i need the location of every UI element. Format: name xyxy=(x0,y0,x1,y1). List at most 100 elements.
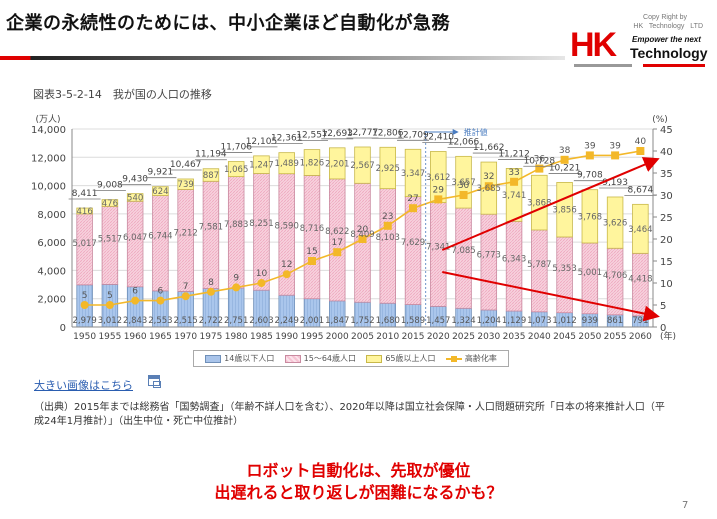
bar-segment-working-age xyxy=(227,176,245,289)
bar-segment-elderly xyxy=(379,146,396,190)
data-label-children: 2,603 xyxy=(249,316,273,326)
x-tick-label: 2030 xyxy=(477,332,500,342)
data-label-aging-rate: 39 xyxy=(584,141,596,151)
data-label-total: 9,921 xyxy=(148,168,174,178)
bar-segment-working-age xyxy=(101,205,119,285)
bar-segment-working-age xyxy=(303,175,321,300)
aging-rate-point xyxy=(585,151,594,160)
new-window-icon[interactable] xyxy=(148,375,161,388)
data-label-total: 11,212 xyxy=(498,149,530,159)
x-tick-label: 2000 xyxy=(326,332,349,342)
projection-label: 推計値 xyxy=(464,127,488,137)
data-label-aging-rate: 32 xyxy=(483,172,494,182)
bar-segment-elderly xyxy=(632,203,649,254)
data-label-elderly: 887 xyxy=(203,171,219,181)
aging-rate-point xyxy=(131,296,140,305)
large-image-link[interactable]: 大きい画像はこちら xyxy=(34,379,133,392)
bar-segment-working-age xyxy=(152,195,169,292)
data-label-working-age: 7,883 xyxy=(224,220,248,230)
data-label-aging-rate: 36 xyxy=(534,155,546,165)
data-label-working-age: 5,517 xyxy=(98,234,122,244)
data-label-aging-rate: 17 xyxy=(332,238,343,248)
callout-line-1: ロボット自動化は、先取が優位 xyxy=(246,461,471,480)
figure-title: 図表3-5-2-14 我が国の人口の推移 xyxy=(33,88,212,101)
data-label-total: 9,193 xyxy=(602,178,628,188)
aging-rate-point xyxy=(510,177,519,186)
data-label-aging-rate: 12 xyxy=(281,260,292,270)
x-tick-label: 2025 xyxy=(452,332,475,342)
legend-item-working-age: 15～64歳人口 xyxy=(284,353,357,364)
data-label-total: 11,662 xyxy=(473,143,505,153)
data-label-children: 1,073 xyxy=(527,316,551,326)
x-tick-label: 1995 xyxy=(301,332,324,342)
data-label-working-age: 8,622 xyxy=(325,227,349,237)
data-label-total: 11,194 xyxy=(195,150,227,160)
legend-line-marker-icon xyxy=(445,355,462,363)
y2-tick-label: 0 xyxy=(660,323,666,334)
bar-segment-elderly xyxy=(253,155,270,174)
bar-segment-working-age xyxy=(379,188,396,304)
bar-segment-working-age xyxy=(531,229,548,313)
x-tick-label: 1955 xyxy=(98,332,121,342)
legend-label-aging-rate: 高齢化率 xyxy=(464,354,497,363)
data-label-aging-rate: 29 xyxy=(433,185,445,195)
legend-swatch-elderly xyxy=(366,354,383,363)
annotation-arrow-declining xyxy=(442,271,660,322)
logo-brand-word: Technology xyxy=(630,45,708,61)
bar-segment-elderly xyxy=(177,178,194,190)
bar-segment-working-age xyxy=(606,247,624,316)
company-logo: Copy Right by HK Technology LTD HK Empow… xyxy=(570,10,715,67)
data-label-children: 3,012 xyxy=(98,316,122,326)
data-label-elderly: 1,065 xyxy=(224,165,248,175)
y2-tick-label: 40 xyxy=(660,147,673,158)
callout-line-2: 出遅れると取り返しが困難になるかも？ xyxy=(214,483,503,502)
data-label-aging-rate: 10 xyxy=(256,269,268,279)
data-label-total: 12,361 xyxy=(271,134,303,144)
data-labels: 2,979 5,017 416 8,411 3,012 5,517 476 9,008 2,84… xyxy=(68,128,657,326)
data-label-children: 1,589 xyxy=(401,316,425,326)
data-label-children: 2,249 xyxy=(275,316,299,326)
data-label-children: 2,515 xyxy=(174,316,198,326)
bar-segment-working-age xyxy=(177,189,194,292)
data-label-total: 12,806 xyxy=(372,128,404,138)
aging-rate-point xyxy=(611,151,620,160)
x-tick-label: 1985 xyxy=(250,332,273,342)
data-label-total: 10,728 xyxy=(524,156,556,166)
aging-rate-point xyxy=(484,182,493,191)
data-label-elderly: 3,347 xyxy=(401,169,425,179)
data-label-working-age: 8,103 xyxy=(376,233,400,243)
bar-segment-elderly xyxy=(152,186,169,196)
data-label-working-age: 5,001 xyxy=(578,268,602,278)
bar-segment-elderly xyxy=(101,199,119,207)
legend-label-working-age: 15～64歳人口 xyxy=(303,354,357,363)
aging-rate-point xyxy=(383,221,392,230)
y2-tick-label: 10 xyxy=(660,279,673,290)
aging-rate-point xyxy=(636,147,645,155)
data-label-children: 2,001 xyxy=(300,316,324,326)
data-label-working-age: 8,251 xyxy=(249,219,273,229)
data-label-children: 2,553 xyxy=(148,316,172,326)
data-label-total: 9,008 xyxy=(97,181,123,191)
data-label-elderly: 416 xyxy=(77,207,93,217)
y2-tick-label: 5 xyxy=(660,301,666,312)
bar-segment-elderly xyxy=(278,152,295,175)
copyright-line-2: HK Technology LTD xyxy=(633,23,703,30)
aging-rate-point xyxy=(156,296,165,305)
data-label-children: 939 xyxy=(582,316,598,326)
data-label-working-age: 8,409 xyxy=(350,230,374,240)
data-label-working-age: 6,047 xyxy=(123,233,147,243)
data-label-elderly: 3,685 xyxy=(477,184,501,194)
aging-rate-point xyxy=(307,257,316,265)
bar-segment-elderly xyxy=(303,149,321,176)
aging-rate-point xyxy=(206,287,215,296)
x-tick-label: 2035 xyxy=(503,332,526,342)
x-tick-label: 1990 xyxy=(275,332,298,342)
aging-rate-point xyxy=(181,292,190,301)
legend-swatch-working-age xyxy=(284,354,301,363)
x-tick-label: 1965 xyxy=(149,332,172,342)
annotation-arrow-rising xyxy=(441,157,660,251)
data-label-children: 1,457 xyxy=(426,316,450,326)
aging-rate-point xyxy=(333,248,342,257)
y2-axis-unit-label: (%) xyxy=(652,115,668,125)
